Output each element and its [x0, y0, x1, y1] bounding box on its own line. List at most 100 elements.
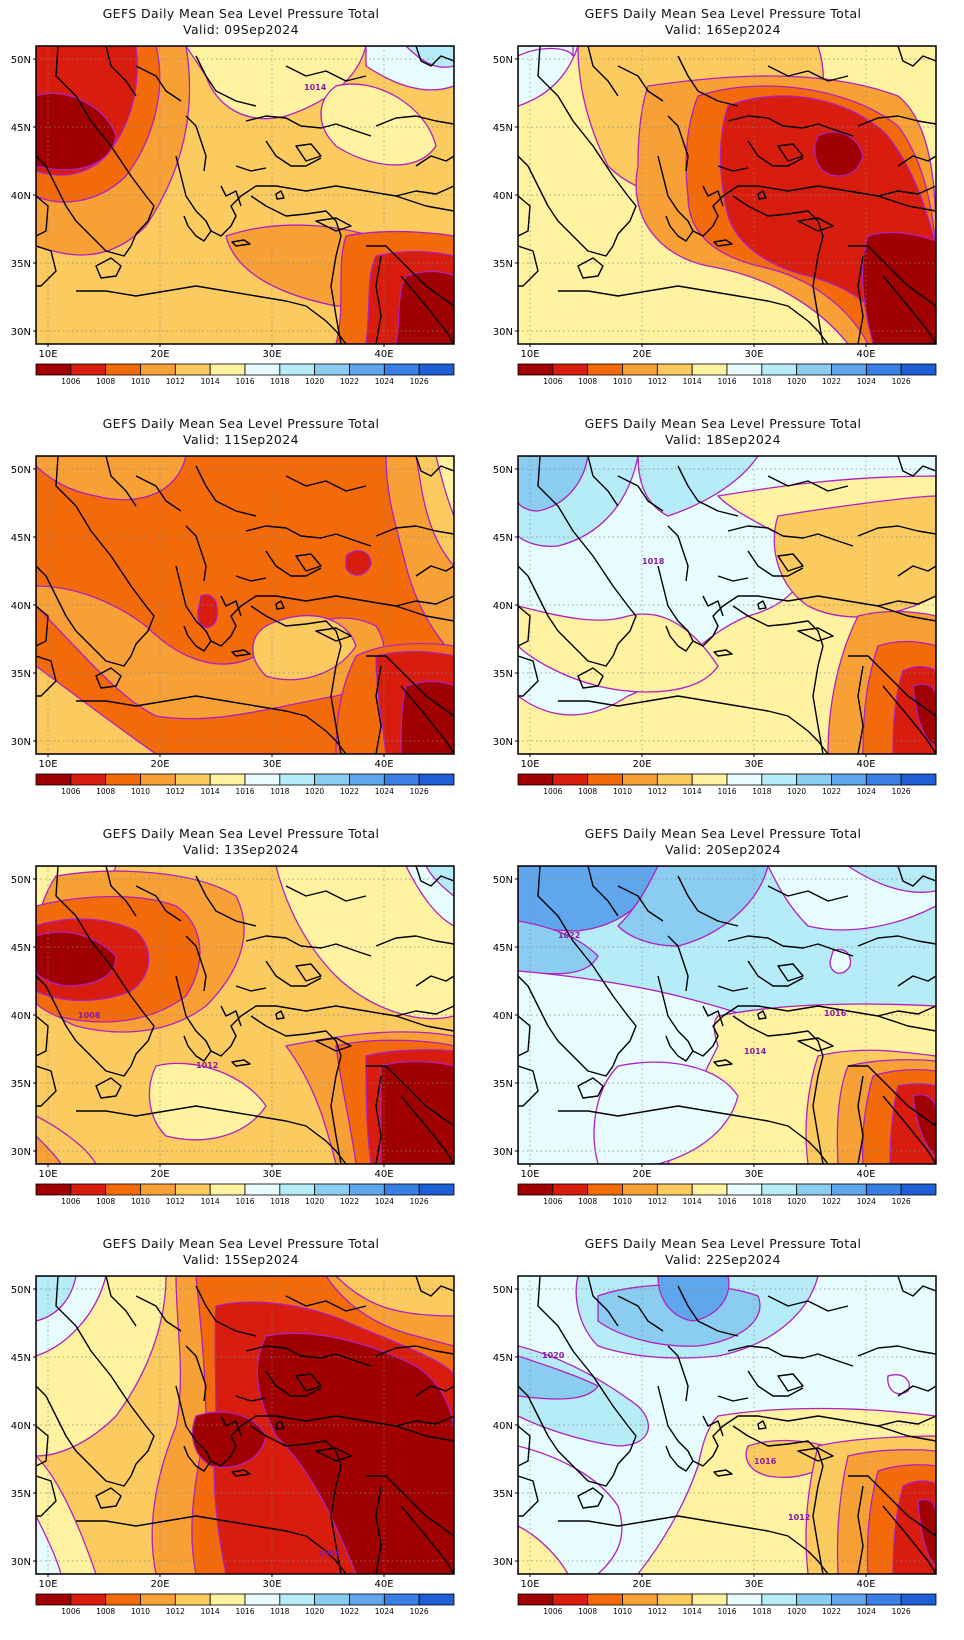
pressure-band [36, 585, 385, 720]
lon-label: 10E [520, 349, 539, 360]
colorbar-swatch [865, 1183, 902, 1196]
colorbar-swatch [726, 1183, 763, 1196]
lon-label: 30E [744, 349, 763, 360]
colorbar-swatch [383, 773, 420, 786]
lon-label: 40E [856, 1579, 875, 1590]
colorbar-swatch [209, 773, 246, 786]
colorbar: 1006 1008 1010 1012 1014 1016 1018 1020 1022 1024… [35, 363, 455, 386]
colorbar-label: 1006 [543, 787, 562, 796]
colorbar-label: 1008 [578, 377, 597, 386]
colorbar-swatch [900, 363, 937, 376]
graticule [518, 866, 936, 1164]
colorbar-swatch [865, 1593, 902, 1606]
colorbar-swatch [622, 1183, 658, 1196]
colorbar-swatch [831, 773, 867, 786]
pressure-band [518, 46, 579, 107]
colorbar-swatch [244, 363, 281, 376]
colorbar-swatch [314, 363, 350, 376]
colorbar-swatch [140, 1593, 176, 1606]
colorbar-label: 1026 [410, 1607, 429, 1616]
colorbar-swatch [656, 1593, 693, 1606]
panel-title: GEFS Daily Mean Sea Level Pressure Total [584, 6, 862, 21]
colorbar-label: 1006 [61, 1607, 80, 1616]
colorbar-label: 1022 [340, 1197, 359, 1206]
colorbar-label: 1010 [131, 377, 150, 386]
colorbar-swatch [587, 773, 623, 786]
colorbar-label: 1014 [683, 1607, 702, 1616]
colorbar-swatch [656, 1183, 693, 1196]
pressure-band [518, 46, 574, 57]
lon-label: 30E [262, 1169, 281, 1180]
colorbar-swatch [796, 1183, 832, 1196]
colorbar-swatch [761, 1183, 798, 1196]
map-panel-16sep: GEFS Daily Mean Sea Level Pressure Total… [482, 0, 964, 410]
lon-label: 40E [856, 1169, 875, 1180]
colorbar-label: 1020 [305, 1607, 324, 1616]
colorbar-label: 1006 [543, 377, 562, 386]
colorbar-label: 1012 [648, 377, 667, 386]
lon-label: 40E [374, 1169, 393, 1180]
colorbar-swatch [587, 1593, 623, 1606]
colorbar: 1006 1008 1010 1012 1014 1016 1018 1020 1022 1024… [517, 1183, 937, 1206]
colorbar-swatch [900, 773, 937, 786]
colorbar-label: 1026 [892, 1607, 911, 1616]
colorbar-label: 1010 [613, 377, 632, 386]
contour-label: 1014 [304, 83, 327, 92]
colorbar-swatch [279, 773, 316, 786]
colorbar-swatch [900, 1593, 937, 1606]
contour-label: 1016 [824, 1009, 847, 1018]
lon-label: 30E [744, 1579, 763, 1590]
graticule [36, 46, 454, 344]
colorbar: 1006 1008 1010 1012 1014 1016 1018 1020 1022 1024… [35, 773, 455, 796]
colorbar: 1006 1008 1010 1012 1014 1016 1018 1020 1022 1024… [517, 363, 937, 386]
lon-label: 30E [262, 1579, 281, 1590]
colorbar-label: 1006 [543, 1197, 562, 1206]
pressure-band [912, 1094, 936, 1157]
colorbar-label: 1020 [787, 1607, 806, 1616]
pressure-band [518, 605, 719, 693]
lon-label: 20E [632, 1169, 651, 1180]
lat-label: 45N [493, 943, 513, 954]
lat-label: 50N [493, 465, 513, 476]
colorbar-swatch [865, 773, 902, 786]
colorbar-swatch [279, 1593, 316, 1606]
pressure-band [829, 948, 852, 974]
lat-label: 35N [493, 1489, 513, 1500]
colorbar-swatch [656, 773, 693, 786]
panel-title: GEFS Daily Mean Sea Level Pressure Total [584, 1236, 862, 1251]
colorbar-label: 1016 [235, 377, 254, 386]
contour-label: 1022 [558, 931, 580, 940]
map-panel-18sep: GEFS Daily Mean Sea Level Pressure Total… [482, 410, 964, 820]
colorbar-label: 1014 [683, 787, 702, 796]
colorbar-swatch [831, 363, 867, 376]
colorbar-label: 1018 [752, 377, 771, 386]
lat-label: 40N [11, 601, 31, 612]
lat-label: 30N [11, 1147, 31, 1158]
colorbar-swatch [174, 1593, 211, 1606]
colorbar-label: 1010 [613, 1197, 632, 1206]
contour-label: 1012 [788, 1513, 810, 1522]
coastlines [518, 866, 936, 1164]
colorbar-swatch [552, 773, 589, 786]
colorbar-label: 1014 [201, 1607, 220, 1616]
map-panel-09sep: GEFS Daily Mean Sea Level Pressure Total… [0, 0, 482, 410]
colorbar-label: 1024 [375, 377, 394, 386]
colorbar-label: 1016 [235, 1607, 254, 1616]
colorbar-label: 1008 [578, 1607, 597, 1616]
map-panel-15sep: GEFS Daily Mean Sea Level Pressure Total… [0, 1230, 482, 1640]
colorbar-swatch [70, 1593, 107, 1606]
lon-label: 40E [374, 1579, 393, 1590]
lon-label: 10E [520, 1169, 539, 1180]
lon-label: 40E [856, 759, 875, 770]
colorbar-label: 1026 [410, 1197, 429, 1206]
graticule [36, 1276, 454, 1574]
colorbar-swatch [70, 363, 107, 376]
colorbar-swatch [244, 773, 281, 786]
coastlines [36, 46, 454, 344]
pressure-band [197, 594, 218, 629]
pressure-field [36, 456, 454, 754]
lon-label: 40E [856, 349, 875, 360]
panel-valid-date: Valid: 22Sep2024 [665, 1252, 781, 1267]
lat-label: 35N [493, 259, 513, 270]
colorbar-swatch [796, 1593, 832, 1606]
